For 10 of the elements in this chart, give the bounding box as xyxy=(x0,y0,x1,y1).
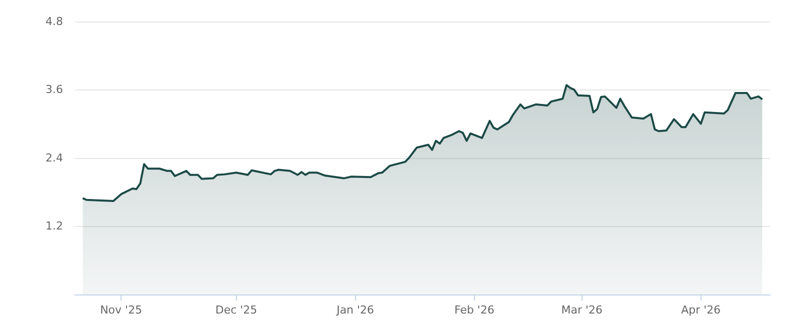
x-tick-label: Jan '26 xyxy=(336,303,374,316)
x-tick-label: Apr '26 xyxy=(681,303,721,316)
y-tick-label: 2.4 xyxy=(46,151,63,164)
x-tick-label: Mar '26 xyxy=(561,303,602,316)
x-tick-label: Nov '25 xyxy=(100,303,142,316)
x-tick-label: Feb '26 xyxy=(454,303,494,316)
y-tick-label: 3.6 xyxy=(46,83,63,96)
x-tick-label: Dec '25 xyxy=(215,303,258,316)
y-tick-label: 1.2 xyxy=(46,219,63,232)
y-tick-label: 4.8 xyxy=(46,14,63,28)
